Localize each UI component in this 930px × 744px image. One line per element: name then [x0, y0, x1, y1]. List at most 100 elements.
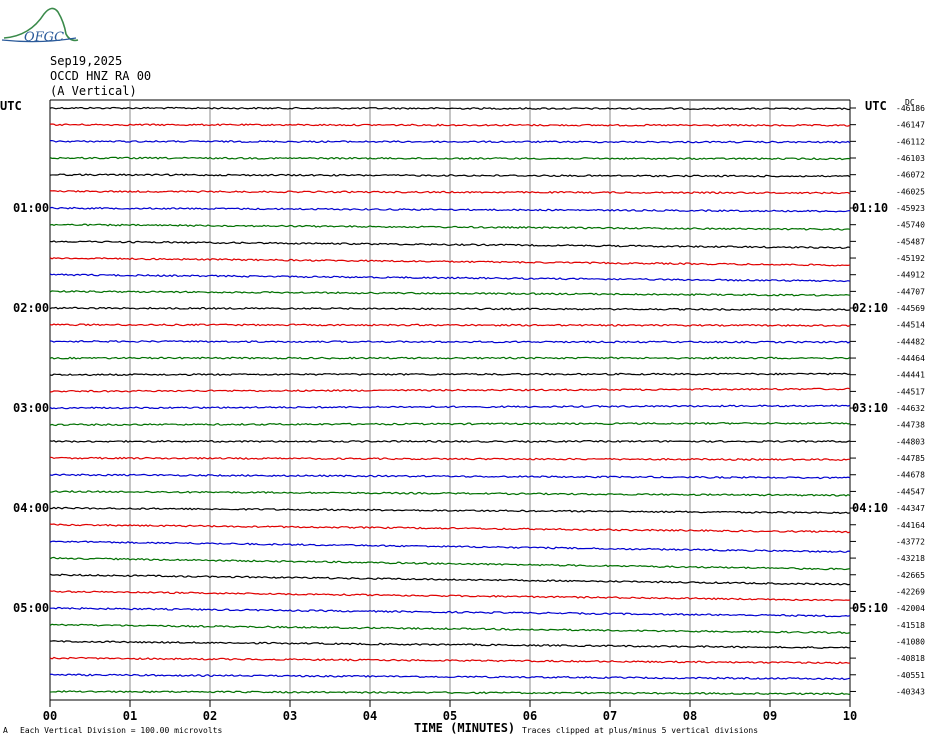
time-label-right-18: 03:10 — [852, 401, 888, 415]
corner-mark: A — [3, 726, 8, 735]
dc-value-2: -46112 — [896, 137, 925, 146]
x-tick-label-06: 06 — [523, 709, 537, 723]
dc-value-25: -44164 — [896, 521, 925, 530]
x-tick-label-00: 00 — [43, 709, 57, 723]
trace-12 — [49, 306, 851, 311]
time-label-left-30: 05:00 — [13, 601, 49, 615]
trace-17 — [49, 387, 851, 393]
trace-32 — [49, 640, 851, 649]
dc-value-9: -45192 — [896, 254, 925, 263]
trace-5 — [49, 190, 851, 195]
time-label-left-12: 02:00 — [13, 301, 49, 315]
dc-value-34: -40551 — [896, 671, 925, 680]
dc-value-30: -42004 — [896, 604, 925, 613]
dc-value-14: -44482 — [896, 337, 925, 346]
component-label: (A Vertical) — [50, 84, 137, 98]
trace-6 — [49, 206, 851, 213]
dc-value-28: -42665 — [896, 571, 925, 580]
dc-value-4: -46072 — [896, 171, 925, 180]
time-label-left-6: 01:00 — [13, 201, 49, 215]
dc-value-35: -40343 — [896, 687, 925, 696]
dc-value-24: -44347 — [896, 504, 925, 513]
trace-14 — [49, 339, 851, 344]
x-tick-label-08: 08 — [683, 709, 697, 723]
trace-10 — [49, 273, 851, 283]
dc-value-12: -44569 — [896, 304, 925, 313]
ofgc-logo: OFGC — [1, 7, 79, 45]
trace-27 — [49, 556, 851, 571]
trace-8 — [49, 240, 851, 250]
trace-9 — [49, 257, 851, 267]
time-label-right-24: 04:10 — [852, 501, 888, 515]
dc-value-17: -44517 — [896, 387, 925, 396]
trace-18 — [49, 404, 851, 410]
trace-group — [49, 106, 851, 696]
trace-24 — [50, 506, 851, 515]
trace-2 — [49, 139, 851, 144]
dc-value-33: -40818 — [896, 654, 925, 663]
dc-value-3: -46103 — [896, 154, 925, 163]
utc-label-left: UTC — [0, 99, 22, 113]
trace-7 — [49, 223, 851, 231]
dc-value-22: -44678 — [896, 471, 925, 480]
x-tick-label-10: 10 — [843, 709, 857, 723]
time-label-left-24: 04:00 — [13, 501, 49, 515]
scale-note: Each Vertical Division = 100.00 microvol… — [20, 726, 222, 735]
dc-value-5: -46025 — [896, 187, 925, 196]
dc-value-11: -44707 — [896, 287, 925, 296]
dc-value-31: -41518 — [896, 621, 925, 630]
time-label-right-30: 05:10 — [852, 601, 888, 615]
dc-value-27: -43218 — [896, 554, 925, 563]
label-group: 00 01 02 03 04 05 06 07 08 09 10 -46186 -46147 -46112… — [13, 104, 925, 723]
trace-20 — [49, 439, 851, 443]
trace-1 — [49, 123, 851, 127]
dc-value-7: -45740 — [896, 221, 925, 230]
dc-value-10: -44912 — [896, 271, 925, 280]
trace-22 — [49, 473, 851, 480]
dc-value-21: -44785 — [896, 454, 925, 463]
trace-13 — [49, 323, 851, 327]
trace-33 — [49, 656, 851, 665]
trace-4 — [49, 173, 851, 178]
trace-19 — [49, 421, 851, 427]
dc-value-32: -41080 — [896, 637, 925, 646]
x-tick-label-09: 09 — [763, 709, 777, 723]
utc-label-right: UTC — [865, 99, 887, 113]
x-tick-label-02: 02 — [203, 709, 217, 723]
dc-value-1: -46147 — [896, 121, 925, 130]
time-label-right-6: 01:10 — [852, 201, 888, 215]
dc-value-0: -46186 — [896, 104, 925, 113]
trace-15 — [49, 356, 851, 360]
dc-value-18: -44632 — [896, 404, 925, 413]
dc-label: DC — [905, 98, 915, 107]
trace-11 — [49, 289, 851, 297]
trace-28 — [49, 573, 851, 586]
dc-value-6: -45923 — [896, 204, 925, 213]
trace-0 — [49, 106, 851, 111]
trace-34 — [49, 673, 851, 681]
dc-value-15: -44464 — [896, 354, 925, 363]
dc-value-23: -44547 — [896, 487, 925, 496]
clip-note: Traces clipped at plus/minus 5 vertical … — [522, 726, 758, 735]
dc-value-20: -44803 — [896, 437, 925, 446]
chart-date: Sep19,2025 — [50, 54, 123, 68]
trace-16 — [49, 372, 851, 377]
trace-3 — [49, 156, 851, 161]
x-tick-label-01: 01 — [123, 709, 137, 723]
x-axis-label: TIME (MINUTES) — [414, 721, 515, 735]
time-label-left-18: 03:00 — [13, 401, 49, 415]
trace-31 — [49, 623, 851, 634]
logo-text: OFGC — [24, 30, 64, 45]
dc-value-29: -42269 — [896, 587, 925, 596]
x-tick-label-05: 05 — [443, 709, 457, 723]
trace-25 — [49, 523, 851, 534]
trace-23 — [49, 489, 851, 497]
time-label-right-12: 02:10 — [852, 301, 888, 315]
station-code: OCCD HNZ RA 00 — [50, 69, 152, 83]
dc-value-19: -44738 — [896, 421, 925, 430]
trace-26 — [49, 540, 851, 553]
dc-value-8: -45487 — [896, 237, 925, 246]
x-tick-label-04: 04 — [363, 709, 377, 723]
dc-value-16: -44441 — [896, 371, 925, 380]
